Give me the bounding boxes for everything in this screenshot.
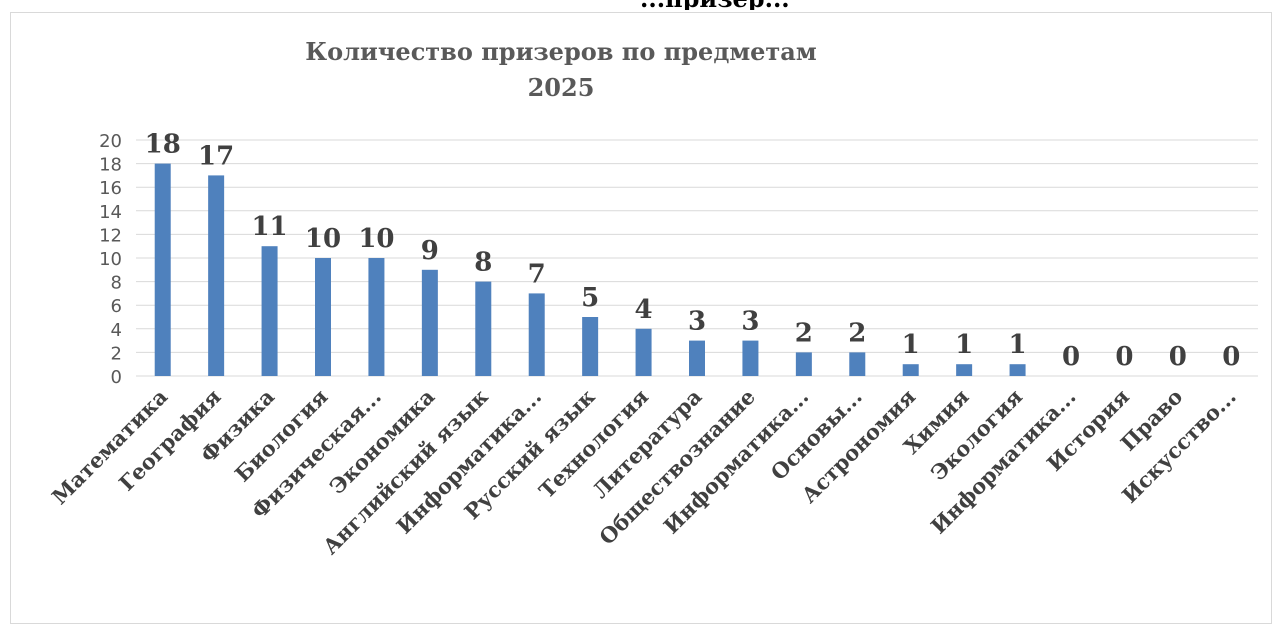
bar [368,258,385,376]
bar [689,340,705,376]
data-label: 2 [848,318,866,348]
bar [956,364,973,376]
bar [849,352,866,376]
data-label: 0 [1169,342,1187,372]
data-label: 1 [955,330,973,360]
data-label: 10 [358,224,394,254]
y-tick-label: 2 [111,343,122,364]
y-tick-label: 6 [111,296,122,317]
data-label: 10 [305,224,341,254]
bar [315,258,331,376]
bar [742,340,759,376]
bar [528,293,545,376]
bars [154,163,1026,376]
data-label: 2 [795,318,813,348]
bar [154,163,171,376]
y-tick-label: 0 [111,367,122,388]
data-label: 1 [902,330,920,360]
data-label: 3 [741,307,759,337]
data-label: 3 [688,307,706,337]
bar [902,364,919,376]
bar [1009,364,1026,376]
data-label: 9 [421,236,439,266]
bar [635,328,652,376]
y-tick-label: 8 [111,273,122,294]
data-label: 18 [145,130,181,160]
y-tick-label: 20 [99,131,122,152]
chart-title: Количество призеров по предметам [305,37,817,66]
data-label: 5 [581,283,599,313]
y-tick-label: 10 [99,249,122,270]
bar [261,246,278,376]
x-axis: МатематикаГеографияФизикаБиологияФизичес… [47,384,1241,560]
bar [795,352,812,376]
data-label: 4 [635,295,653,325]
data-label: 0 [1062,342,1080,372]
bar [208,175,225,376]
bar [582,317,599,376]
chart-subtitle: 2025 [528,73,595,102]
bar [475,281,492,376]
data-label: 1 [1009,330,1027,360]
page-top-cut-text: ...призер... [0,0,1280,10]
data-label: 11 [251,212,287,242]
y-tick-label: 16 [99,178,122,199]
data-label: 0 [1222,342,1240,372]
data-label: 8 [474,248,492,278]
data-label: 0 [1115,342,1133,372]
data-label: 17 [198,141,234,171]
y-tick-label: 14 [99,202,122,223]
bar [421,269,438,376]
data-label: 7 [528,259,546,289]
y-tick-label: 18 [99,155,122,176]
y-tick-label: 12 [99,225,122,246]
page-top-text: ...призер... [640,0,790,10]
y-tick-label: 4 [111,320,122,341]
